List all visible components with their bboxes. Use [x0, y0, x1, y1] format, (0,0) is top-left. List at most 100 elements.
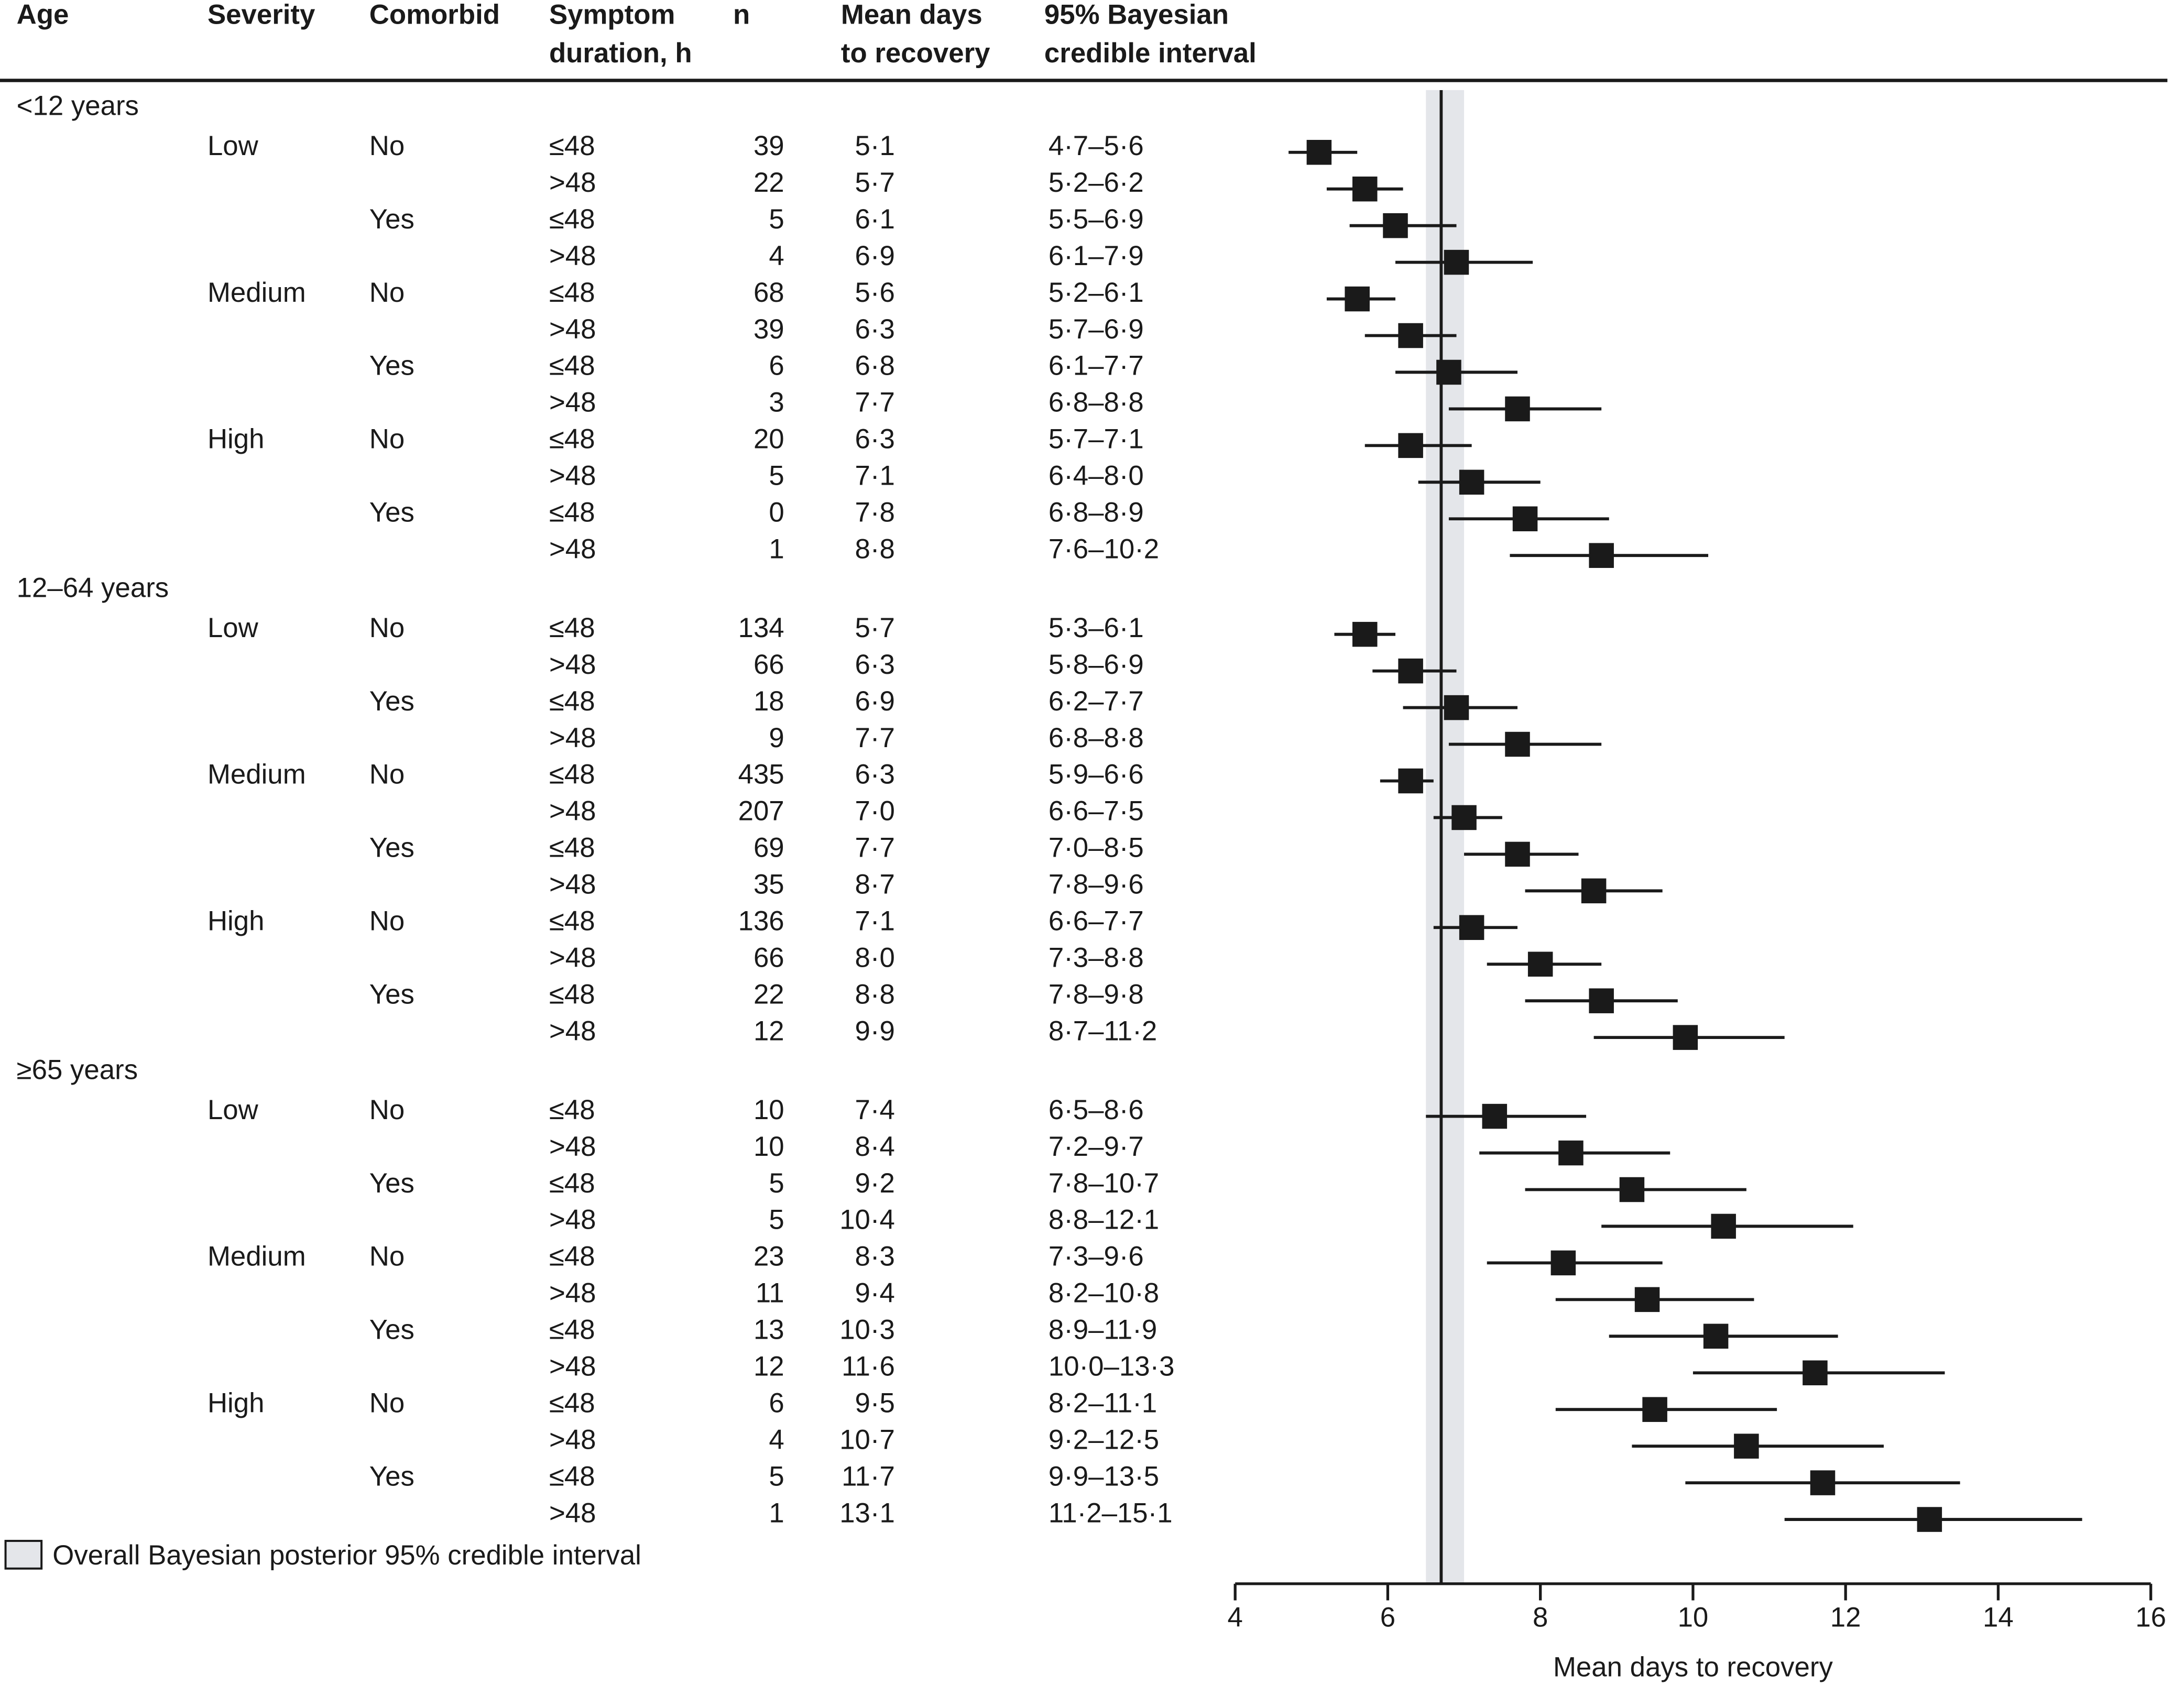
mean-marker [1398, 433, 1423, 458]
table-row: >48 4 10·7 9·2–12·5 [549, 1424, 1159, 1455]
n-cell: 68 [754, 277, 784, 308]
mean-marker [1451, 805, 1477, 830]
comorbid-label: Yes [369, 497, 414, 528]
duration-cell: ≤48 [549, 1095, 595, 1125]
n-cell: 66 [754, 943, 784, 973]
ci-cell: 6·1–7·9 [1049, 240, 1144, 271]
ci-cell: 5·3–6·1 [1049, 612, 1144, 643]
severity-label: High [208, 1387, 265, 1418]
overall-credible-interval [1426, 90, 1465, 1584]
duration-cell: ≤48 [549, 204, 595, 235]
duration-cell: ≤48 [549, 1387, 595, 1418]
header-severity: Severity [208, 0, 315, 30]
comorbid-label: No [369, 612, 405, 643]
x-tick-label: 8 [1533, 1602, 1548, 1633]
ci-cell: 11·2–15·1 [1049, 1497, 1173, 1528]
ci-cell: 8·9–11·9 [1049, 1315, 1157, 1345]
ci-cell: 8·7–11·2 [1049, 1015, 1157, 1046]
table-row: Low No ≤48 134 5·7 5·3–6·1 [208, 612, 1144, 643]
table-row: Yes ≤48 5 11·7 9·9–13·5 [369, 1461, 1159, 1492]
mean-marker [1803, 1360, 1828, 1386]
n-cell: 10 [754, 1131, 784, 1162]
table-row: High No ≤48 20 6·3 5·7–7·1 [208, 424, 1144, 455]
table-row: >48 207 7·0 6·6–7·5 [549, 796, 1144, 827]
duration-cell: ≤48 [549, 424, 595, 455]
table-row: >48 9 7·7 6·8–8·8 [549, 723, 1144, 753]
header-duration-line1: Symptom [549, 0, 675, 30]
n-cell: 12 [754, 1015, 784, 1046]
header-age: Age [17, 0, 69, 30]
overall-ci-band [1426, 90, 1465, 1584]
mean-cell: 6·3 [855, 759, 895, 790]
ci-cell: 7·6–10·2 [1049, 533, 1159, 564]
duration-cell: ≤48 [549, 277, 595, 308]
n-cell: 9 [769, 723, 784, 753]
mean-cell: 5·6 [855, 277, 895, 308]
n-cell: 66 [754, 649, 784, 680]
duration-cell: >48 [549, 943, 596, 973]
n-cell: 11 [756, 1278, 784, 1309]
mean-cell: 9·9 [855, 1015, 895, 1046]
n-cell: 435 [738, 759, 784, 790]
mean-cell: 6·3 [855, 649, 895, 680]
table-row: Yes ≤48 13 10·3 8·9–11·9 [369, 1315, 1157, 1345]
duration-cell: ≤48 [549, 906, 595, 937]
severity-label: Low [208, 1095, 259, 1125]
mean-marker [1711, 1213, 1736, 1239]
duration-cell: >48 [549, 461, 596, 491]
ci-cell: 7·8–9·6 [1049, 869, 1144, 900]
table-row: Yes ≤48 5 6·1 5·5–6·9 [369, 204, 1144, 235]
mean-cell: 5·7 [855, 167, 895, 198]
mean-marker [1398, 323, 1423, 348]
mean-cell: 9·4 [855, 1278, 895, 1309]
duration-cell: ≤48 [549, 1168, 595, 1199]
mean-marker [1398, 768, 1423, 794]
mean-marker [1398, 658, 1423, 684]
duration-cell: ≤48 [549, 351, 595, 381]
comorbid-label: Yes [369, 204, 414, 235]
legend-label: Overall Bayesian posterior 95% credible … [52, 1540, 641, 1571]
table-row: Low No ≤48 10 7·4 6·5–8·6 [208, 1095, 1144, 1125]
mean-cell: 11·6 [842, 1351, 895, 1382]
table-row: Medium No ≤48 23 8·3 7·3–9·6 [208, 1241, 1144, 1272]
mean-cell: 8·8 [855, 533, 895, 564]
n-cell: 6 [769, 1387, 784, 1418]
n-cell: 4 [769, 240, 784, 271]
duration-cell: >48 [549, 1497, 596, 1528]
header-ci-line2: credible interval [1044, 38, 1257, 69]
table-row: >48 35 8·7 7·8–9·6 [549, 869, 1144, 900]
duration-cell: ≤48 [549, 497, 595, 528]
table-row: >48 4 6·9 6·1–7·9 [549, 240, 1144, 271]
comorbid-label: No [369, 1095, 405, 1125]
mean-marker [1673, 1025, 1698, 1050]
x-tick-label: 4 [1228, 1602, 1243, 1633]
n-cell: 39 [754, 314, 784, 345]
mean-cell: 7·4 [855, 1095, 895, 1125]
ci-cell: 4·7–5·6 [1049, 130, 1144, 161]
n-cell: 20 [754, 424, 784, 455]
n-cell: 22 [754, 979, 784, 1010]
legend: Overall Bayesian posterior 95% credible … [4, 1540, 641, 1571]
comorbid-label: Yes [369, 1168, 414, 1199]
mean-cell: 11·7 [842, 1461, 895, 1492]
ci-cell: 6·5–8·6 [1049, 1095, 1144, 1125]
n-cell: 23 [754, 1241, 784, 1272]
mean-marker [1589, 543, 1614, 568]
n-cell: 4 [769, 1424, 784, 1455]
ci-cell: 10·0–13·3 [1049, 1351, 1175, 1382]
ci-cell: 7·2–9·7 [1049, 1131, 1144, 1162]
ci-cell: 7·0–8·5 [1049, 833, 1144, 863]
mean-marker [1352, 176, 1378, 202]
comorbid-label: Yes [369, 351, 414, 381]
mean-marker [1734, 1434, 1759, 1459]
comorbid-label: No [369, 1241, 405, 1272]
severity-label: Medium [208, 277, 306, 308]
table-row: >48 12 11·6 10·0–13·3 [549, 1351, 1175, 1382]
n-cell: 69 [754, 833, 784, 863]
header-mean-line1: Mean days [841, 0, 982, 30]
comorbid-label: Yes [369, 686, 414, 717]
duration-cell: >48 [549, 314, 596, 345]
age-group-label: 12–64 years [17, 572, 169, 603]
